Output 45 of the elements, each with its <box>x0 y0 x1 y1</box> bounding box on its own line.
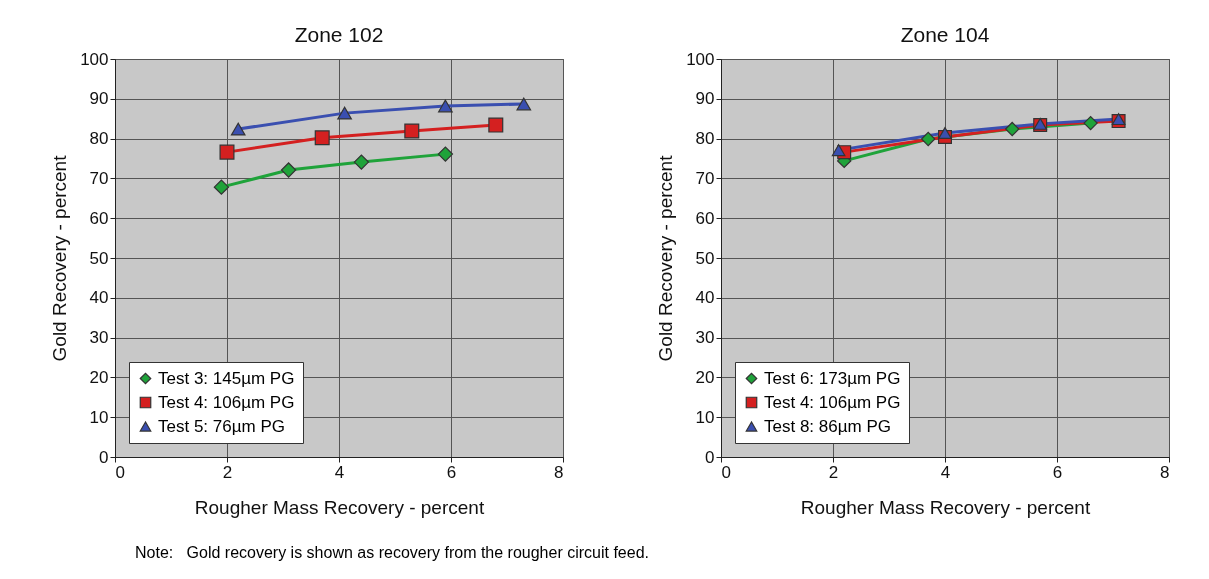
chart-title: Zone 102 <box>294 23 384 46</box>
y-axis-title: Gold Recovery - percent <box>49 154 71 362</box>
y-tick-label: 0 <box>99 447 109 467</box>
legend-label: Test 4: 106µm PG <box>764 392 901 412</box>
x-tick-label: 4 <box>334 462 345 482</box>
x-tick-label: 4 <box>940 462 951 482</box>
y-tick-label: 10 <box>89 407 109 427</box>
y-tick-label: 0 <box>705 447 715 467</box>
legend-label: Test 4: 106µm PG <box>158 392 295 412</box>
y-tick-label: 30 <box>695 328 715 348</box>
x-tick-label: 2 <box>828 462 839 482</box>
y-axis-title: Gold Recovery - percent <box>655 154 677 362</box>
y-tick-label: 10 <box>695 407 715 427</box>
y-tick-label: 90 <box>695 89 715 109</box>
y-tick-label: 20 <box>695 367 715 387</box>
y-tick-label: 20 <box>89 367 109 387</box>
x-tick-label: 6 <box>1052 462 1063 482</box>
y-tick-label: 50 <box>89 248 109 268</box>
y-tick-label: 40 <box>695 288 715 308</box>
x-tick-label: 0 <box>721 462 731 482</box>
x-axis-title: Rougher Mass Recovery - percent <box>194 496 485 518</box>
legend-label: Test 5: 76µm PG <box>158 416 285 436</box>
x-tick-label: 6 <box>446 462 457 482</box>
y-tick-label: 60 <box>695 208 715 228</box>
y-tick-label: 70 <box>695 168 715 188</box>
legend-label: Test 6: 173µm PG <box>764 368 901 388</box>
y-tick-label: 60 <box>89 208 109 228</box>
y-tick-label: 30 <box>89 328 109 348</box>
y-tick-label: 100 <box>80 49 109 69</box>
y-tick-label: 80 <box>89 129 109 149</box>
y-tick-label: 90 <box>89 89 109 109</box>
text: Note: Gold recovery is shown as recovery from the rougher circuit feed. <box>135 544 649 562</box>
x-tick-label: 2 <box>222 462 233 482</box>
legend-label: Test 8: 86µm PG <box>764 416 891 436</box>
y-tick-label: 100 <box>686 49 715 69</box>
y-tick-label: 70 <box>89 168 109 188</box>
x-axis-title: Rougher Mass Recovery - percent <box>800 496 1091 518</box>
chart-title: Zone 104 <box>900 23 990 46</box>
y-tick-label: 40 <box>89 288 109 308</box>
y-tick-label: 50 <box>695 248 715 268</box>
y-tick-label: 80 <box>695 129 715 149</box>
legend-label: Test 3: 145µm PG <box>158 368 295 388</box>
x-tick-label: 0 <box>115 462 125 482</box>
x-tick-label: 8 <box>554 462 564 482</box>
x-tick-label: 8 <box>1160 462 1170 482</box>
